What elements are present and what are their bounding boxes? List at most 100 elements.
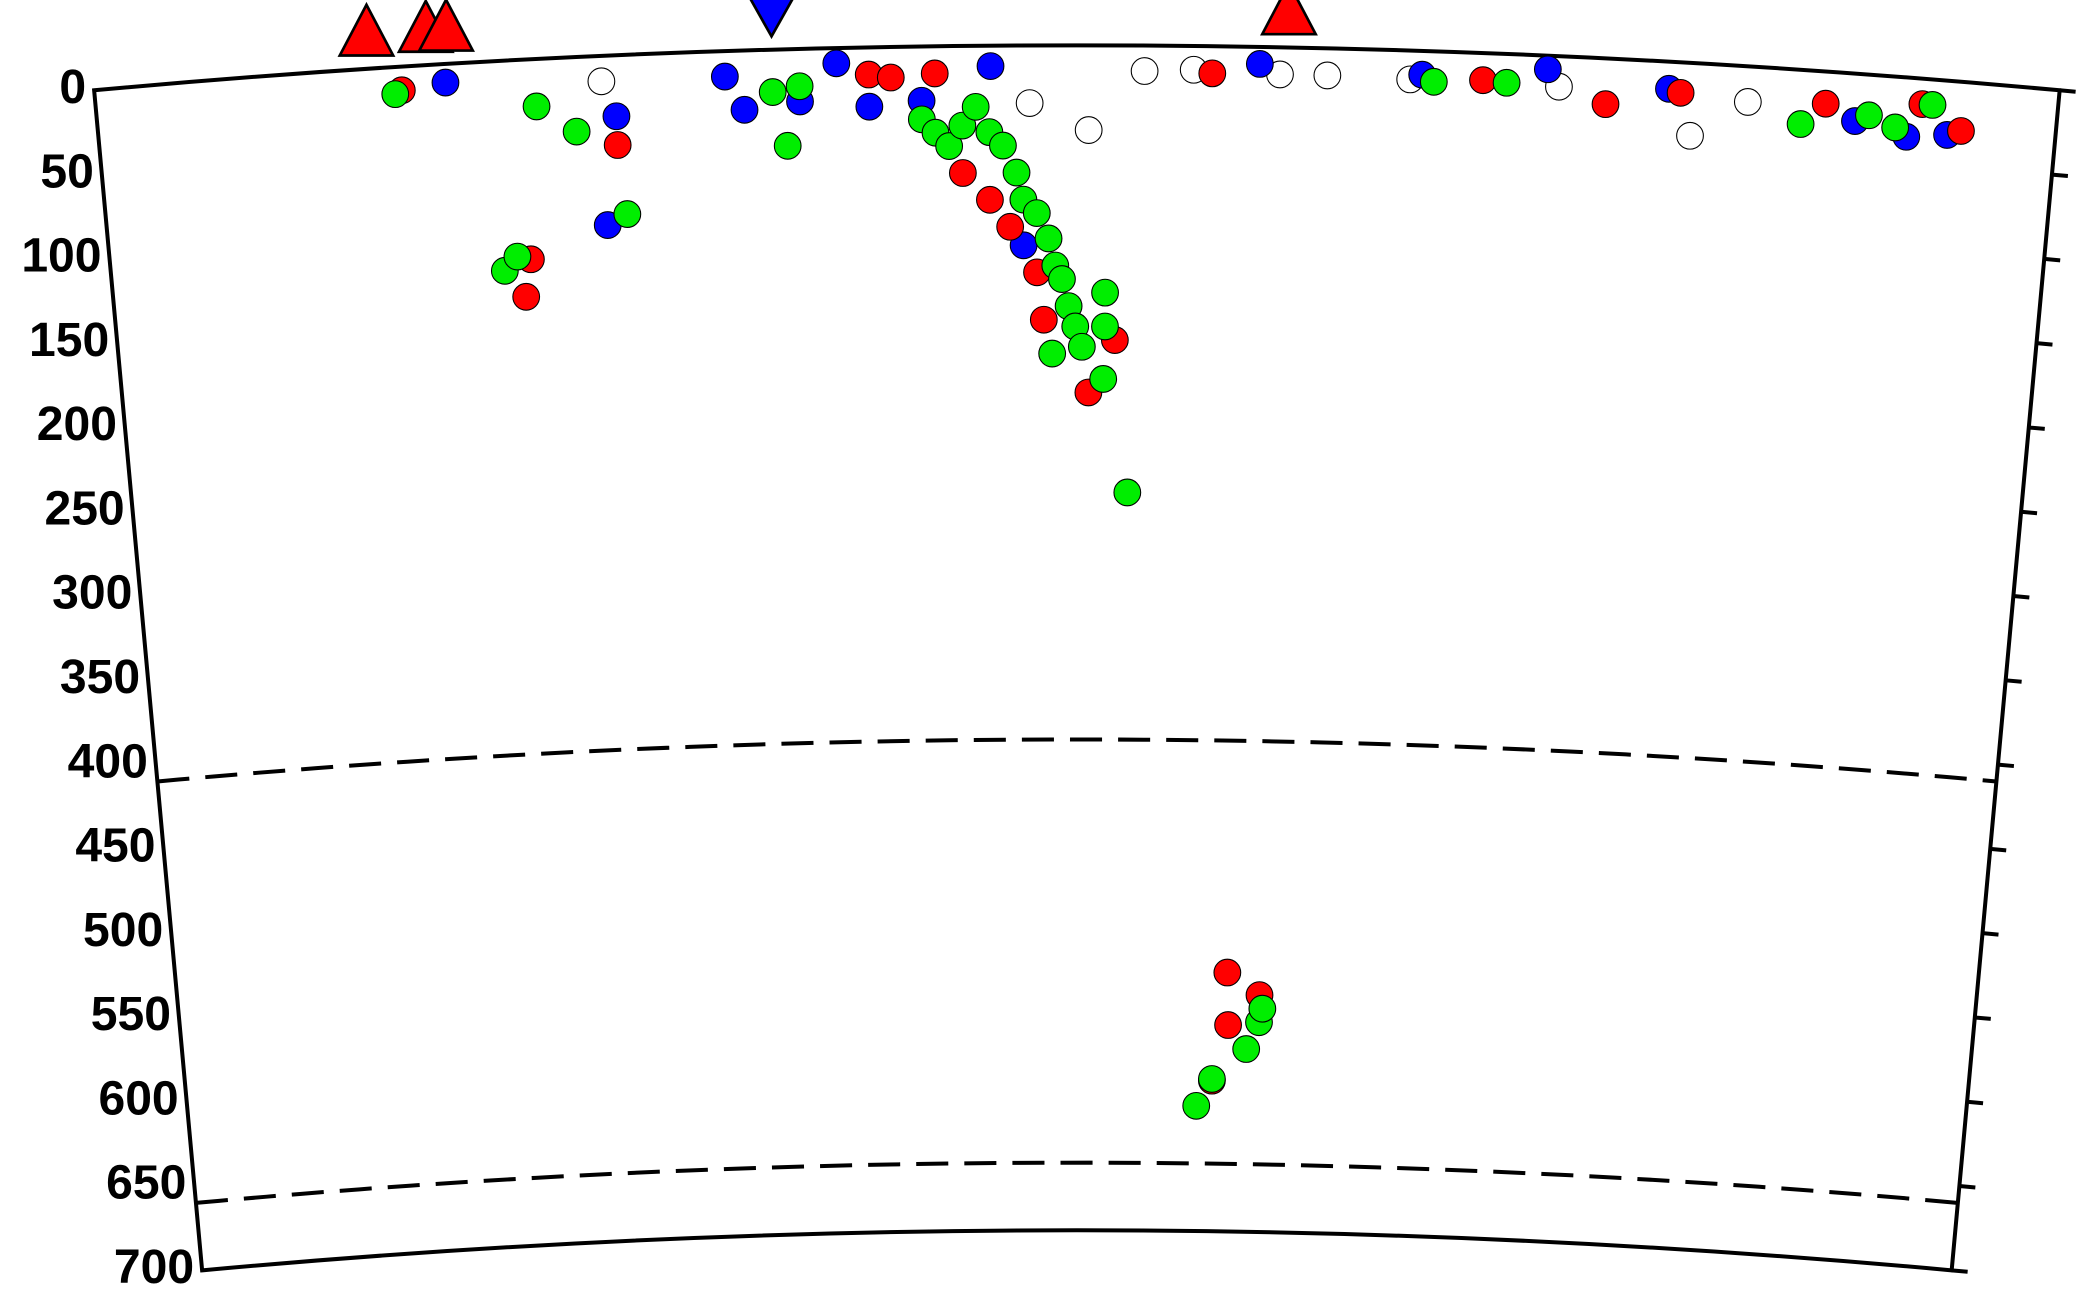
y-tick-label: 400 xyxy=(68,734,148,788)
event-point xyxy=(1811,89,1840,118)
event-point xyxy=(1198,59,1227,88)
event-point xyxy=(381,80,410,109)
y-tick-mark xyxy=(1966,1099,1984,1106)
event-point xyxy=(1881,113,1910,142)
volcano-marker xyxy=(417,0,475,52)
y-tick-label: 0 xyxy=(59,60,86,114)
event-point xyxy=(1022,199,1051,227)
event-point xyxy=(1666,78,1695,107)
y-tick-mark xyxy=(2036,341,2053,347)
y-tick-label: 50 xyxy=(40,144,93,198)
y-tick-mark xyxy=(2005,678,2022,684)
event-point xyxy=(1245,50,1274,78)
event-point xyxy=(935,132,964,160)
event-point xyxy=(1533,55,1562,84)
y-tick-label: 200 xyxy=(37,397,117,451)
y-tick-label: 250 xyxy=(44,481,124,535)
y-tick-mark xyxy=(1951,1268,1968,1274)
y-tick-label: 500 xyxy=(83,903,163,957)
event-point xyxy=(613,200,642,228)
event-point xyxy=(1676,121,1704,150)
y-tick-mark xyxy=(1974,1015,1991,1021)
event-point xyxy=(1091,312,1119,341)
event-point xyxy=(1492,68,1521,97)
event-point xyxy=(562,117,591,146)
event-point xyxy=(1089,365,1118,393)
event-point xyxy=(1786,110,1815,138)
trench-marker xyxy=(749,0,794,40)
event-point xyxy=(1015,89,1044,117)
event-point xyxy=(822,49,851,78)
event-point xyxy=(1002,158,1031,187)
event-point xyxy=(996,212,1025,241)
y-tick-mark xyxy=(1990,846,2007,853)
event-point xyxy=(1034,224,1063,253)
event-point xyxy=(1733,88,1762,116)
event-point xyxy=(989,131,1017,160)
y-tick-mark xyxy=(1982,931,1999,937)
event-point xyxy=(1182,1091,1211,1120)
event-point xyxy=(431,68,460,97)
y-tick-label: 100 xyxy=(21,229,101,283)
event-point xyxy=(1591,90,1620,119)
event-point xyxy=(1038,339,1067,368)
volcano-marker xyxy=(1260,0,1318,36)
section-frame xyxy=(91,43,2062,1273)
y-tick-mark xyxy=(2028,425,2045,431)
event-point xyxy=(730,95,759,124)
y-tick-mark xyxy=(2020,509,2038,516)
y-tick-label: 450 xyxy=(75,819,155,873)
event-point xyxy=(948,159,977,187)
event-point xyxy=(1213,958,1242,987)
event-point xyxy=(1918,90,1947,119)
y-tick-label: 300 xyxy=(52,566,132,620)
event-point xyxy=(920,59,949,88)
event-point xyxy=(710,62,739,91)
event-point xyxy=(1048,265,1076,293)
volcano-marker xyxy=(337,1,396,57)
event-point xyxy=(976,185,1004,214)
event-point xyxy=(758,78,787,106)
event-point xyxy=(1091,278,1119,307)
y-tick-mark xyxy=(2051,172,2069,179)
y-tick-mark xyxy=(2059,88,2076,94)
event-point xyxy=(785,72,814,101)
event-point xyxy=(602,102,631,131)
event-point xyxy=(1198,1065,1226,1093)
y-tick-label: 350 xyxy=(60,650,140,704)
y-tick-label: 650 xyxy=(106,1156,186,1210)
event-point xyxy=(1130,57,1159,85)
event-point xyxy=(1248,994,1277,1023)
event-point xyxy=(876,63,905,92)
event-point xyxy=(1074,116,1103,144)
event-point xyxy=(1232,1035,1261,1063)
event-point xyxy=(1313,61,1342,90)
event-point xyxy=(855,92,884,121)
event-point xyxy=(587,67,616,96)
event-point xyxy=(961,92,990,121)
event-point xyxy=(1855,101,1883,130)
y-tick-mark xyxy=(2013,594,2030,600)
discontinuity-line xyxy=(157,737,1997,784)
y-tick-mark xyxy=(1959,1184,1976,1190)
event-point xyxy=(976,52,1005,80)
y-tick-label: 700 xyxy=(114,1240,194,1294)
event-point xyxy=(773,131,802,160)
event-point xyxy=(1469,66,1497,95)
discontinuity-line xyxy=(195,1160,1959,1205)
y-tick-label: 600 xyxy=(98,1071,178,1125)
event-point xyxy=(1029,305,1058,334)
event-point xyxy=(1067,332,1096,361)
y-tick-mark xyxy=(2044,256,2061,263)
event-point xyxy=(503,242,532,271)
event-point xyxy=(1113,478,1142,507)
event-point xyxy=(1419,67,1448,96)
y-tick-mark xyxy=(1997,762,2015,769)
event-point xyxy=(1947,117,1975,145)
event-point xyxy=(603,131,632,159)
event-point xyxy=(1214,1011,1242,1039)
event-point xyxy=(512,282,541,311)
event-point xyxy=(522,92,551,121)
y-tick-label: 550 xyxy=(91,987,171,1041)
